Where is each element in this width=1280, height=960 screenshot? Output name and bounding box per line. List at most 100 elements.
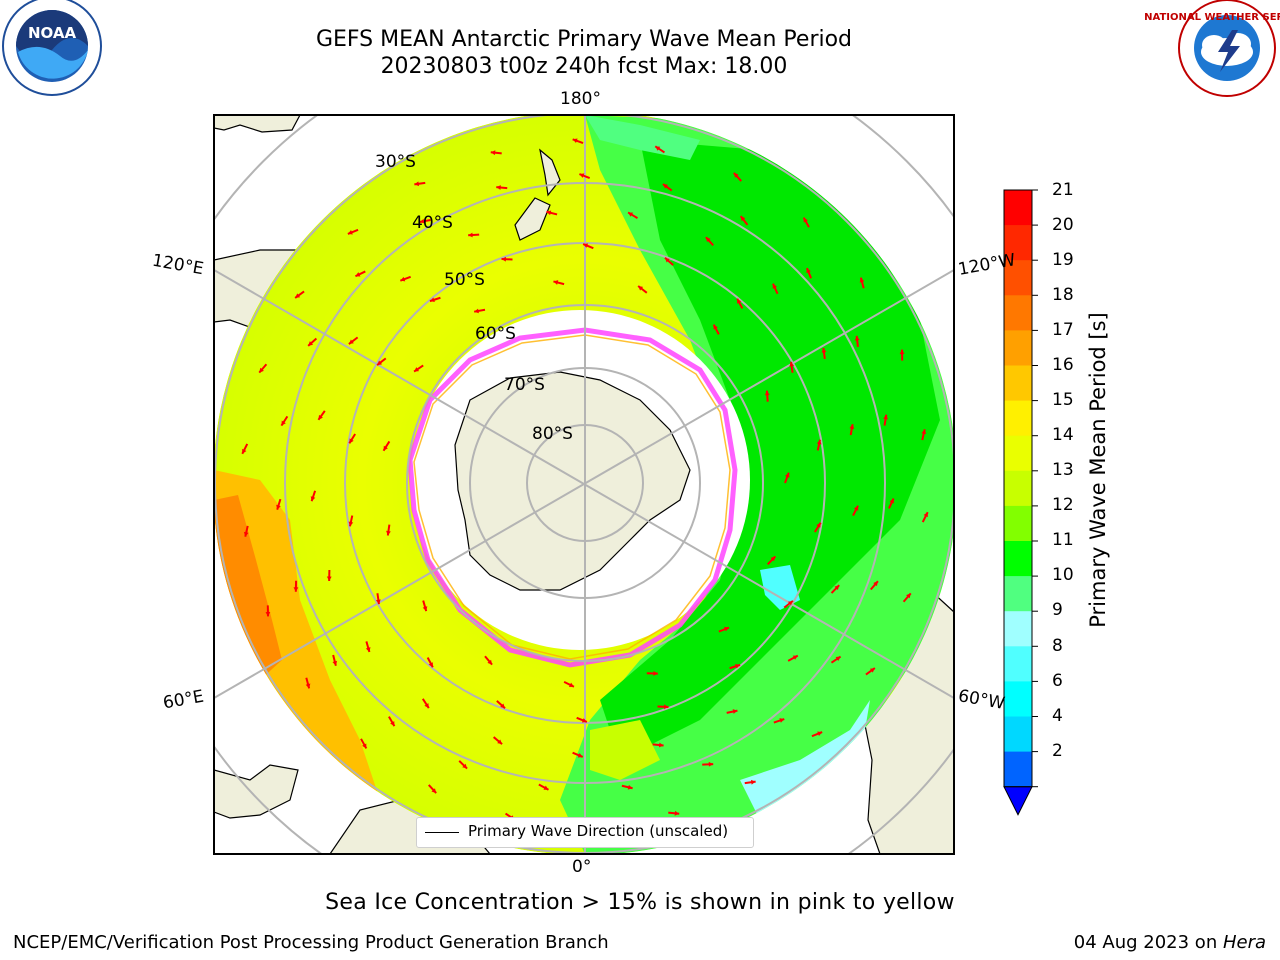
colorbar-tick: 21	[1052, 180, 1074, 200]
footer-date: 04 Aug 2023 on Hera	[1074, 932, 1266, 953]
wave-arrow-head	[276, 504, 281, 510]
wave-arrow-head	[792, 655, 798, 660]
lat-label-50s: 50°S	[444, 270, 485, 290]
lon-label-180: 180°	[560, 89, 601, 109]
wave-arrow-head	[655, 146, 661, 151]
colorbar-segment	[1004, 716, 1032, 753]
wave-arrow-head	[816, 439, 822, 445]
colorbar-segment	[1004, 646, 1032, 682]
map-frame	[213, 114, 955, 855]
wave-arrow-head	[362, 743, 367, 749]
wave-arrow-head	[923, 512, 928, 518]
wave-arrow-head	[662, 184, 668, 189]
wave-arrow-head	[462, 763, 468, 769]
wave-arrow-head	[424, 703, 429, 709]
colorbar-segment	[1004, 611, 1032, 647]
wave-arrow-head	[817, 731, 823, 736]
wave-arrow-head	[658, 742, 664, 748]
colorbar-segment	[1004, 225, 1032, 261]
colorbar-tick: 6	[1052, 671, 1063, 691]
lon-label-0: 0°	[572, 857, 592, 877]
wave-arrow-head	[834, 585, 840, 591]
lat-label-30s: 30°S	[375, 152, 416, 172]
wave-arrow-head	[386, 530, 391, 536]
colorbar-segment	[1004, 260, 1032, 296]
wave-arrow-head	[428, 662, 433, 668]
wave-arrow-head	[579, 173, 585, 178]
wave-arrow-head	[577, 753, 583, 758]
wave-arrow-head	[497, 739, 503, 745]
wave-arrow-head	[490, 150, 496, 156]
wave-arrow-head	[705, 237, 711, 243]
wave-direction-arrows	[241, 138, 929, 828]
wave-arrow-head	[295, 293, 301, 298]
wave-arrow-head	[318, 414, 323, 420]
footer-date-text: 04 Aug 2023 on	[1073, 932, 1223, 953]
wave-arrow-head	[770, 556, 776, 562]
colorbar-segment	[1004, 576, 1032, 612]
wave-arrow-head	[664, 257, 670, 263]
wave-arrow-head	[581, 718, 587, 723]
wave-arrow-head	[821, 347, 827, 353]
wave-arrow-head	[708, 761, 714, 767]
nws-logo-text: NATIONAL WEATHER SERVICE	[1144, 12, 1280, 23]
colorbar-segment	[1004, 190, 1032, 226]
wave-arrow-head	[487, 659, 493, 665]
colorbar-segment	[1004, 435, 1032, 472]
wave-arrow-head	[816, 522, 821, 528]
wave-arrow-head	[543, 785, 549, 790]
colorbar-tick: 15	[1052, 390, 1074, 410]
wave-arrow-head	[750, 779, 756, 785]
colorbar-segment	[1004, 751, 1032, 788]
wave-arrow-head	[674, 810, 680, 816]
colorbar-tick: 13	[1052, 460, 1074, 480]
wave-arrow-head	[572, 138, 578, 144]
wave-arrow-head	[787, 600, 793, 606]
colorbar-extend	[1003, 786, 1033, 816]
wave-arrow-head	[764, 390, 770, 396]
lat-label-40s: 40°S	[412, 213, 453, 233]
wave-arrow-head	[468, 232, 473, 238]
map-area	[214, 115, 954, 854]
wave-arrow-head	[422, 606, 428, 612]
chart-title-line1: GEFS MEAN Antarctic Primary Wave Mean Pe…	[315, 27, 853, 52]
noaa-logo: NOAA	[2, 0, 102, 96]
colorbar	[1003, 189, 1038, 816]
wave-arrow-head	[806, 268, 811, 274]
wave-arrow-head	[429, 297, 435, 303]
sea-ice-note: Sea Ice Concentration > 15% is shown in …	[325, 890, 955, 915]
wave-arrow-head	[414, 181, 420, 187]
colorbar-tick: 20	[1052, 215, 1074, 235]
wave-arrow-head	[390, 721, 395, 727]
wave-arrow-head	[772, 283, 777, 289]
wave-arrow-head	[305, 683, 311, 689]
wave-arrow-head	[500, 703, 506, 709]
wave-arrow-head	[431, 788, 437, 794]
colorbar-segment	[1004, 505, 1032, 542]
wave-arrow-head	[243, 531, 249, 537]
wave-arrow-head	[869, 668, 875, 673]
colorbar-tick: 8	[1052, 636, 1063, 656]
wave-arrow-head	[383, 445, 388, 451]
wave-arrow-head	[348, 339, 354, 345]
colorbar-segment	[1004, 470, 1032, 507]
colorbar-tick: 14	[1052, 425, 1074, 445]
colorbar-outline	[1003, 189, 1033, 788]
wave-arrow-head	[377, 360, 383, 366]
wave-arrow-head	[735, 663, 741, 669]
wave-arrow-head	[906, 593, 911, 599]
wave-arrow-head	[474, 308, 479, 314]
wave-arrow-head	[375, 599, 381, 605]
wave-arrow-head	[835, 656, 841, 661]
wave-arrow-head	[732, 709, 738, 714]
wave-arrow-head	[308, 341, 314, 346]
wave-arrow-head	[740, 216, 746, 222]
nws-logo: NATIONAL WEATHER SERVICE	[1144, 0, 1280, 97]
colorbar-tick: 9	[1052, 600, 1063, 620]
lat-label-70s: 70°S	[504, 375, 545, 395]
wave-arrow-head	[259, 367, 264, 373]
wave-arrow-head	[414, 367, 420, 372]
wave-arrow-head	[265, 611, 271, 617]
colorbar-tick: 18	[1052, 285, 1074, 305]
